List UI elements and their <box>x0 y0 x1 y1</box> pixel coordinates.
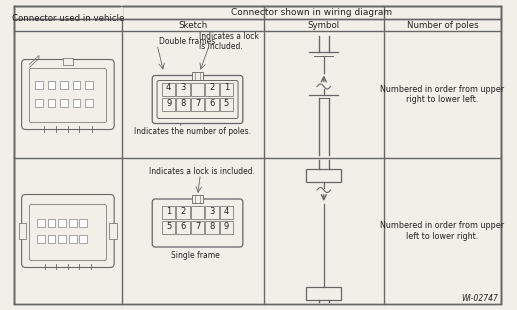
Text: 3: 3 <box>180 83 186 92</box>
Text: Number of poles: Number of poles <box>406 20 478 29</box>
Bar <box>205 82 219 95</box>
Text: 5: 5 <box>224 99 229 108</box>
FancyBboxPatch shape <box>157 81 238 118</box>
Bar <box>19 223 26 239</box>
Bar <box>220 82 233 95</box>
Text: Double frames: Double frames <box>159 37 215 46</box>
FancyBboxPatch shape <box>152 199 243 247</box>
Text: Connector shown in wiring diagram: Connector shown in wiring diagram <box>231 8 392 17</box>
Text: Numbered in order from upper
left to lower right.: Numbered in order from upper left to low… <box>381 221 505 241</box>
Text: Single frame: Single frame <box>171 250 219 259</box>
Text: 2: 2 <box>209 83 215 92</box>
Bar <box>162 98 175 110</box>
Bar <box>110 223 117 239</box>
Bar <box>37 219 45 227</box>
Bar <box>73 99 81 107</box>
Bar <box>191 206 204 219</box>
Bar <box>192 72 203 79</box>
Bar <box>48 219 55 227</box>
Bar <box>35 81 43 88</box>
Bar <box>63 57 73 64</box>
Bar <box>162 221 175 234</box>
Bar <box>307 287 341 300</box>
Text: 2: 2 <box>180 207 186 216</box>
FancyBboxPatch shape <box>152 76 243 123</box>
Bar <box>176 98 190 110</box>
Text: WI-02747: WI-02747 <box>461 294 498 303</box>
Bar <box>192 195 203 203</box>
Text: 6: 6 <box>209 99 215 108</box>
Bar <box>69 235 77 243</box>
Bar <box>48 81 55 88</box>
FancyBboxPatch shape <box>22 194 114 268</box>
Text: 7: 7 <box>195 99 200 108</box>
Bar <box>60 99 68 107</box>
Text: 4: 4 <box>224 207 229 216</box>
FancyBboxPatch shape <box>29 69 107 122</box>
Bar <box>205 221 219 234</box>
Text: Indicates the number of poles.: Indicates the number of poles. <box>134 127 251 136</box>
Bar <box>85 81 93 88</box>
Bar <box>85 99 93 107</box>
Bar <box>220 221 233 234</box>
Bar <box>191 221 204 234</box>
Bar <box>220 98 233 110</box>
Bar <box>48 99 55 107</box>
Text: 8: 8 <box>180 99 186 108</box>
Text: Numbered in order from upper
right to lower left.: Numbered in order from upper right to lo… <box>381 85 505 104</box>
FancyBboxPatch shape <box>22 60 114 130</box>
FancyBboxPatch shape <box>29 205 107 260</box>
Bar <box>58 235 66 243</box>
Bar <box>191 82 204 95</box>
Text: 8: 8 <box>209 222 215 231</box>
Bar <box>60 81 68 88</box>
Bar <box>176 82 190 95</box>
Text: 3: 3 <box>209 207 215 216</box>
Bar <box>73 81 81 88</box>
Text: 6: 6 <box>180 222 186 231</box>
Text: 9: 9 <box>224 222 229 231</box>
Text: 5: 5 <box>166 222 171 231</box>
Text: 4: 4 <box>166 83 171 92</box>
Bar <box>48 235 55 243</box>
Bar <box>307 169 341 182</box>
Bar <box>58 219 66 227</box>
Bar <box>35 99 43 107</box>
Bar <box>162 206 175 219</box>
Text: 1: 1 <box>166 207 171 216</box>
Bar <box>205 206 219 219</box>
Text: Indicates a lock is included.: Indicates a lock is included. <box>149 166 255 175</box>
Text: Sketch: Sketch <box>178 20 207 29</box>
Text: 7: 7 <box>195 222 200 231</box>
Text: Indicates a lock
is included.: Indicates a lock is included. <box>200 32 260 51</box>
Bar <box>176 221 190 234</box>
Bar <box>220 206 233 219</box>
Bar <box>37 235 45 243</box>
Bar <box>80 219 87 227</box>
Bar <box>191 98 204 110</box>
Text: 1: 1 <box>224 83 229 92</box>
Bar <box>205 98 219 110</box>
Bar <box>176 206 190 219</box>
Text: 9: 9 <box>166 99 171 108</box>
Text: Connector used in vehicle: Connector used in vehicle <box>12 14 124 23</box>
Bar <box>162 82 175 95</box>
Bar <box>80 235 87 243</box>
Bar <box>69 219 77 227</box>
Text: Symbol: Symbol <box>308 20 340 29</box>
